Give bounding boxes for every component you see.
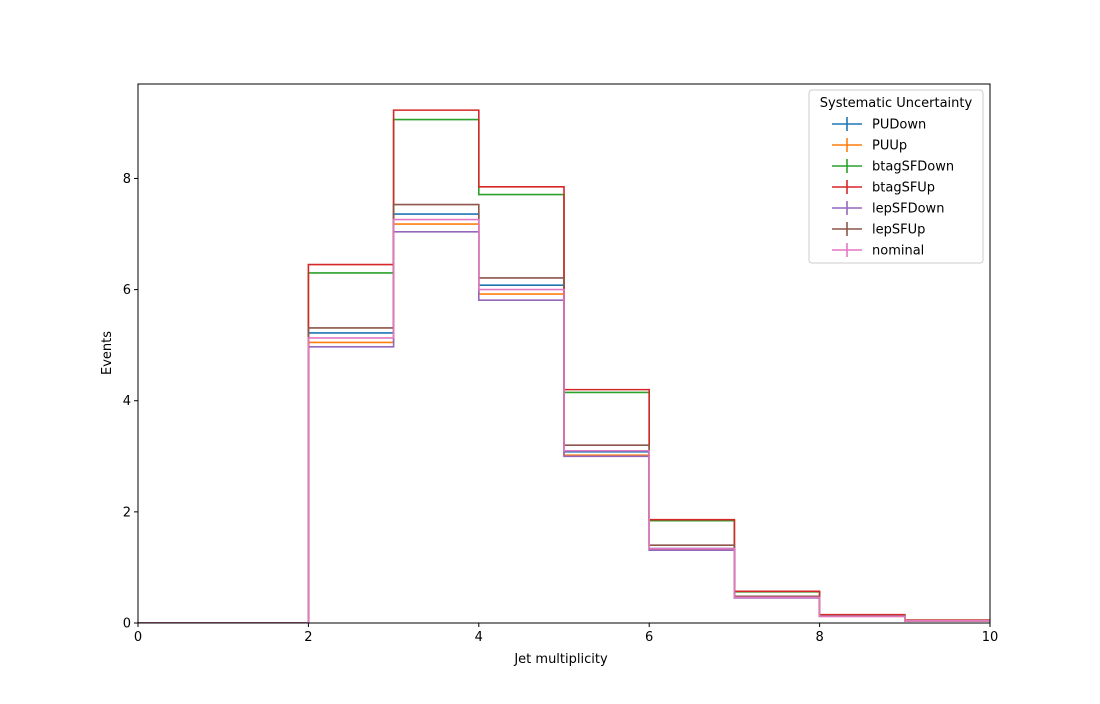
legend-item-btagSFUp: btagSFUp [832,180,935,196]
legend-title: Systematic Uncertainty [820,96,973,111]
legend-box [808,89,984,264]
legend-label: PUDown [872,118,926,133]
series-line-nominal [138,218,990,623]
y-tick-label: 4 [123,394,131,409]
legend-item-PUDown: PUDown [832,117,926,133]
legend-item-btagSFDown: btagSFDown [832,159,954,175]
x-tick-label: 6 [645,630,653,645]
x-tick-label: 2 [304,630,312,645]
x-tick-label: 0 [134,630,142,645]
legend-label: nominal [872,244,924,259]
y-tick-label: 6 [123,283,131,298]
x-tick-label: 10 [982,630,999,645]
legend-item-nominal: nominal [832,243,924,259]
y-axis-title: Events [100,331,115,375]
legend-label: PUUp [872,139,907,154]
legend: Systematic Uncertainty PUDown PUUp btagSFD… [808,89,984,264]
legend-item-lepSFUp: lepSFUp [832,222,925,238]
x-tick-label: 8 [815,630,823,645]
legend-label: lepSFUp [872,223,925,238]
axes: 0 2 4 6 8 10 0 2 4 6 8 [123,83,999,645]
legend-item-lepSFDown: lepSFDown [832,201,944,217]
y-tick-label: 0 [123,617,131,632]
axes-frame [137,83,991,624]
x-axis-title: Jet multiplicity [513,652,608,667]
legend-label: btagSFDown [872,160,954,175]
legend-label: btagSFUp [872,181,935,196]
y-tick-label: 8 [123,172,131,187]
x-tick-label: 4 [475,630,483,645]
plot-area [138,109,990,623]
y-tick-label: 2 [123,505,131,520]
legend-item-PUUp: PUUp [832,138,907,154]
legend-label: lepSFDown [872,202,944,217]
